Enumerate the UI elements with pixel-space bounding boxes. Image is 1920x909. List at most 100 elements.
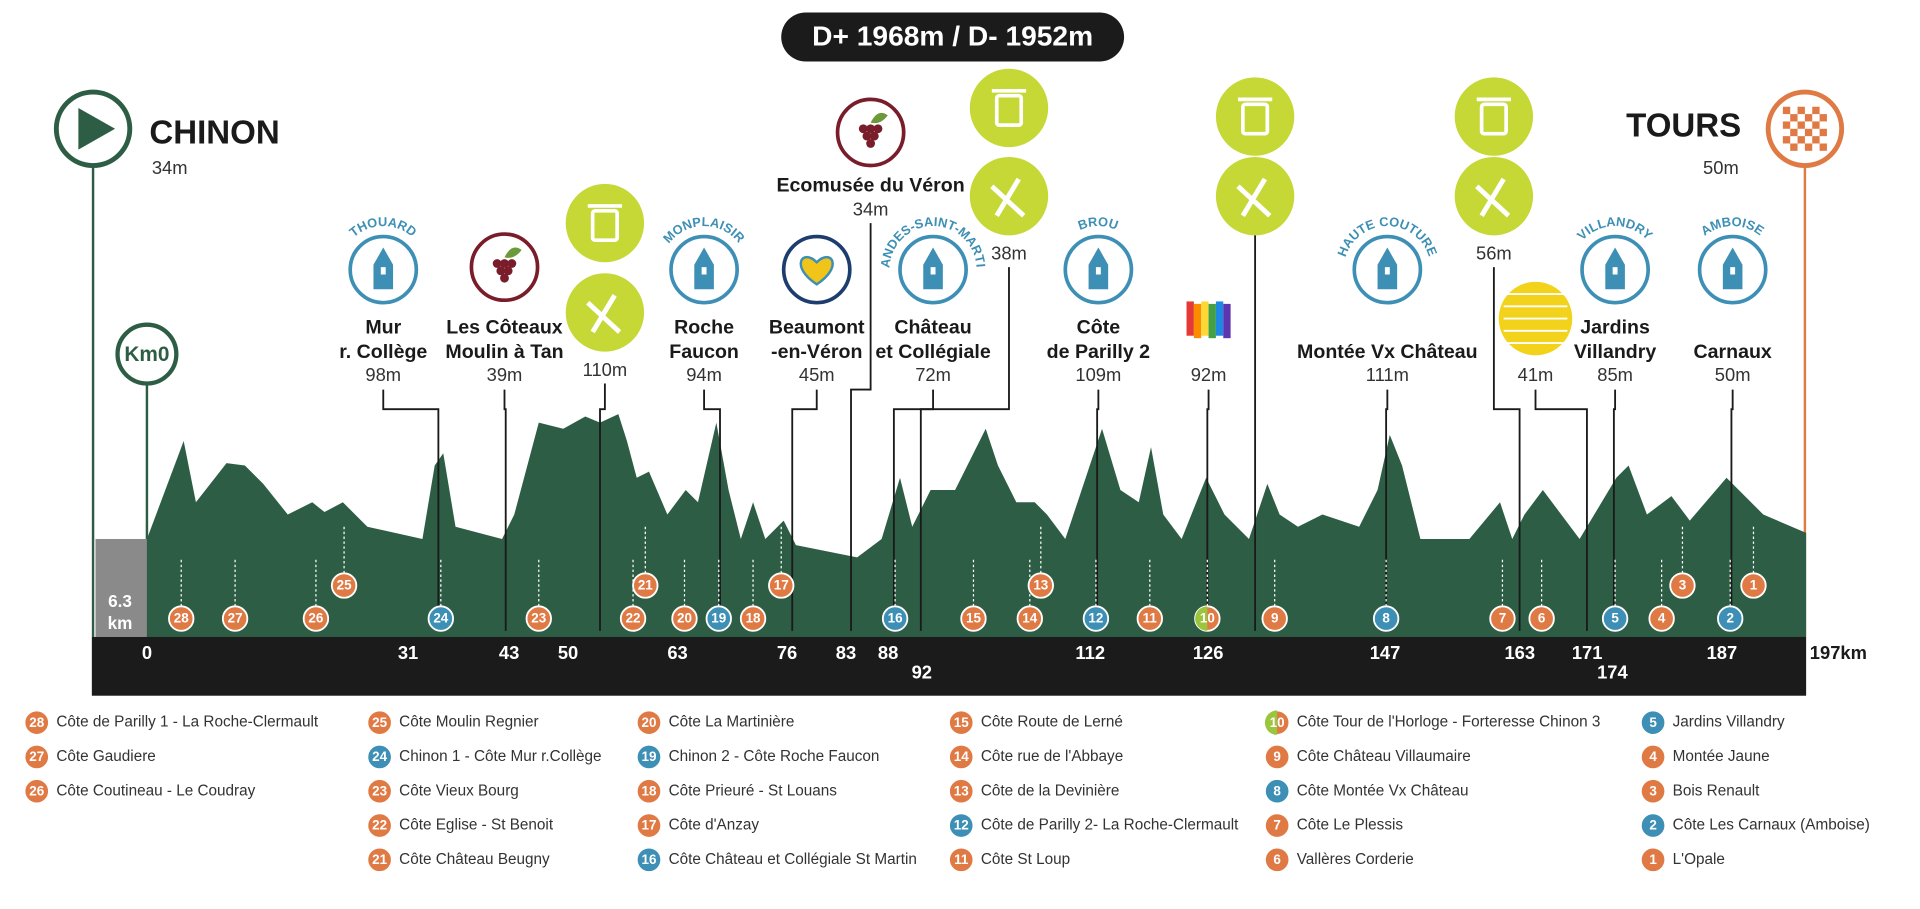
climb-marker — [1528, 605, 1555, 632]
point-name: Les Côteaux — [446, 317, 563, 339]
checker-square — [1790, 114, 1798, 122]
legend-badge-number: 24 — [372, 749, 387, 764]
legend-name: Côte Route de Lerné — [981, 714, 1123, 731]
leader-line — [1206, 389, 1210, 631]
legend-name: Côte Le Plessis — [1297, 817, 1404, 834]
vine-leaf — [504, 247, 522, 258]
legend-name: Côte Eglise - St Benoit — [399, 817, 554, 834]
legend-badge-number: 12 — [954, 818, 969, 833]
legend-badge — [366, 778, 393, 805]
climb-marker-number: 18 — [746, 611, 761, 626]
km-label: 197km — [1810, 642, 1867, 663]
climb-marker-number: 23 — [531, 611, 546, 626]
climb-marker-number: 17 — [774, 578, 789, 593]
legend-name: Côte Montée Vx Château — [1297, 782, 1469, 799]
km-label: 50 — [558, 642, 578, 663]
leader-line — [703, 389, 721, 631]
climb-marker-number: 22 — [626, 611, 641, 626]
legend-name: Côte Moulin Regnier — [399, 714, 538, 731]
km0-icon — [115, 322, 179, 386]
grape — [862, 131, 872, 141]
legend-badge — [1639, 778, 1667, 805]
leader-line — [1492, 267, 1521, 631]
grape — [869, 131, 879, 141]
checker-square — [1797, 136, 1805, 144]
legend-badge — [366, 709, 393, 736]
point-altitude: 45m — [799, 364, 835, 385]
climb-marker-number: 5 — [1611, 611, 1619, 626]
point-name: Carnaux — [1693, 341, 1771, 363]
legend-badge-number: 5 — [1649, 715, 1657, 730]
town-name-path: BROU — [1076, 214, 1120, 233]
legend-badge-number: 15 — [954, 715, 969, 730]
legend-badge — [23, 778, 50, 805]
rainbow-stripe — [1201, 301, 1209, 336]
climb-marker — [881, 605, 909, 632]
finish-altitude: 50m — [1703, 157, 1739, 178]
legend-badge — [948, 743, 975, 771]
legend-badge-number: 2 — [1649, 818, 1656, 833]
leader-line — [919, 267, 1010, 631]
point-altitude: 92m — [1191, 364, 1227, 385]
legend-name: Côte Vieux Bourg — [399, 782, 519, 799]
legend-name: Côte Château Villaumaire — [1297, 748, 1471, 765]
climb-marker — [619, 605, 647, 632]
legend-badge — [635, 709, 663, 736]
point-name: -en-Véron — [771, 341, 862, 363]
tower-window — [1730, 267, 1736, 275]
distance-bar — [91, 636, 1807, 696]
legend-badge-number: 19 — [641, 749, 656, 764]
rainbow-stripe — [1186, 301, 1194, 336]
climb-marker — [427, 605, 454, 632]
climb-marker-number: 21 — [638, 578, 653, 593]
legend-badge-number: 27 — [29, 749, 44, 764]
legend-badge-number: 1 — [1649, 852, 1657, 867]
point-name: r. Collège — [339, 341, 427, 363]
bin-shape — [1479, 102, 1508, 136]
legend-badge — [1263, 812, 1291, 839]
grape — [496, 266, 506, 276]
leader-line — [892, 389, 934, 631]
legend-badge — [366, 743, 393, 771]
legend-badge-number: 10 — [1270, 715, 1285, 730]
point-name: Moulin à Tan — [445, 341, 563, 363]
point-name: Roche — [674, 317, 734, 339]
km-label: 43 — [499, 642, 519, 663]
legend-badge-number: 11 — [954, 852, 969, 867]
km-label: 174 — [1597, 662, 1628, 683]
checker-square — [1819, 128, 1827, 137]
legend-name: Côte Les Carnaux (Amboise) — [1673, 817, 1870, 834]
climb-marker — [705, 605, 732, 632]
legend-badge-number: 16 — [641, 852, 656, 867]
point-altitude: 111m — [1366, 364, 1409, 385]
km-label: 88 — [878, 642, 898, 663]
climb-marker — [1261, 605, 1288, 632]
fork — [590, 294, 617, 334]
climb-marker-number: 19 — [711, 611, 726, 626]
point-altitude: 85m — [1597, 364, 1633, 385]
point-name: Faucon — [669, 341, 739, 363]
point-name: Ecomusée du Véron — [776, 175, 964, 197]
climb-marker — [1489, 605, 1516, 632]
legend-badge-number: 3 — [1649, 783, 1656, 798]
legend-name: Côte d'Anzay — [669, 817, 760, 834]
legend-badge — [948, 812, 975, 839]
climb-marker — [221, 605, 249, 632]
legend-badge-number: 23 — [372, 783, 387, 798]
checker-flag — [1782, 106, 1827, 151]
leader-line — [1534, 389, 1588, 631]
leader-line — [1096, 389, 1100, 631]
point-altitude: 34m — [853, 199, 889, 220]
point-altitude: 56m — [1476, 243, 1512, 264]
legend-badge — [1639, 846, 1667, 873]
checker-square — [1782, 121, 1791, 129]
km-label: 83 — [836, 642, 856, 663]
climb-marker — [1136, 605, 1163, 632]
point-name: de Parilly 2 — [1047, 341, 1150, 363]
legend-badge — [1639, 709, 1667, 736]
leader-line — [1385, 389, 1389, 631]
leader-line — [1730, 389, 1734, 631]
legend-badge-number: 8 — [1273, 783, 1281, 798]
legend-badge — [1263, 846, 1291, 873]
legend-name: Chinon 1 - Côte Mur r.Collège — [399, 748, 601, 765]
